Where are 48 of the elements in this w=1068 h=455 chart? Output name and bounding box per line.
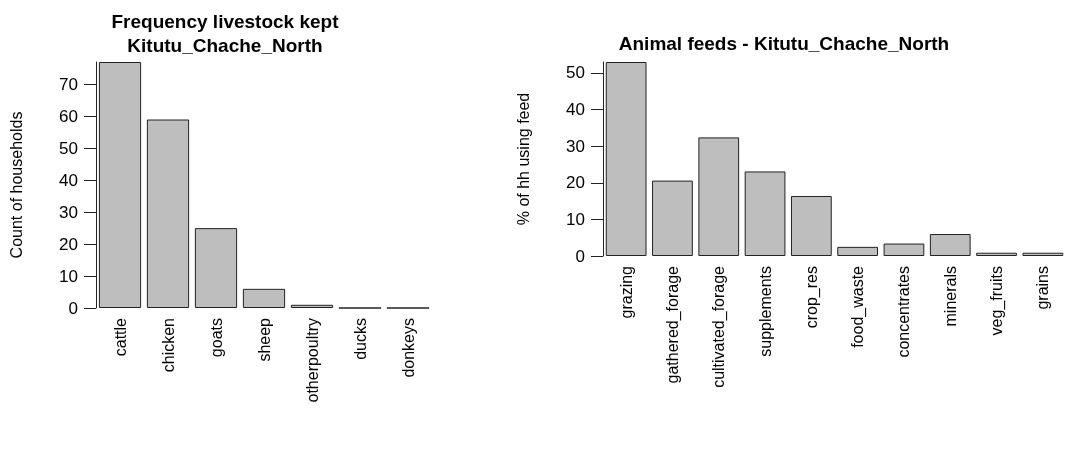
x-tick-label: gathered_forage xyxy=(663,265,682,384)
bar xyxy=(242,288,286,308)
bar xyxy=(1022,252,1064,256)
y-tick-label: 10 xyxy=(59,266,78,286)
y-tick-label: 70 xyxy=(59,74,78,94)
y-tick-label: 60 xyxy=(59,106,78,126)
y-tick-label: 40 xyxy=(566,100,585,120)
bar xyxy=(146,119,190,308)
x-tick-label: crop_res xyxy=(802,266,821,329)
bar xyxy=(744,171,786,256)
y-tick-label: 40 xyxy=(59,170,78,190)
y-tick-label: 30 xyxy=(59,202,78,222)
y-tick-label: 50 xyxy=(59,138,78,158)
x-tick-label: donkeys xyxy=(399,318,417,378)
x-tick-label: ducks xyxy=(351,318,369,360)
y-tick-label: 10 xyxy=(566,209,585,229)
bar xyxy=(976,252,1017,256)
x-tick-label: concentrates xyxy=(895,266,913,358)
x-tick-label: minerals xyxy=(941,266,959,327)
y-tick-label: 0 xyxy=(575,246,585,266)
bar xyxy=(290,304,334,308)
x-tick-label: food_waste xyxy=(849,265,868,348)
bar xyxy=(837,246,879,256)
y-tick-label: 20 xyxy=(59,234,78,254)
bar xyxy=(698,137,740,256)
chart-title: Frequency livestock kept Kitutu_Chache_North xyxy=(111,10,340,56)
bar xyxy=(883,243,925,256)
bar xyxy=(194,228,238,308)
x-tick-label: chicken xyxy=(159,318,177,373)
bar xyxy=(652,180,693,256)
x-tick-label: grazing xyxy=(617,266,635,319)
x-tick-label: supplements xyxy=(756,266,774,357)
x-tick-label: goats xyxy=(207,318,225,358)
chart-title: Animal feeds - Kitutu_Chache_North xyxy=(618,32,950,54)
bar xyxy=(929,234,971,256)
x-tick-label: cattle xyxy=(111,317,129,357)
y-axis-title: Count of households xyxy=(7,111,25,259)
y-tick-label: 0 xyxy=(68,298,78,318)
x-tick-label: sheep xyxy=(255,317,273,362)
y-tick-label: 30 xyxy=(566,136,585,156)
y-axis-title: % of hh using feed xyxy=(514,92,532,226)
bar xyxy=(790,195,832,256)
y-tick-label: 20 xyxy=(566,173,585,193)
x-tick-label: cultivated_forage xyxy=(710,265,729,388)
x-tick-label: veg_fruits xyxy=(988,266,1007,336)
y-tick-label: 50 xyxy=(566,63,585,83)
x-tick-label: grains xyxy=(1034,266,1052,310)
x-tick-label: otherpoultry xyxy=(303,318,321,403)
